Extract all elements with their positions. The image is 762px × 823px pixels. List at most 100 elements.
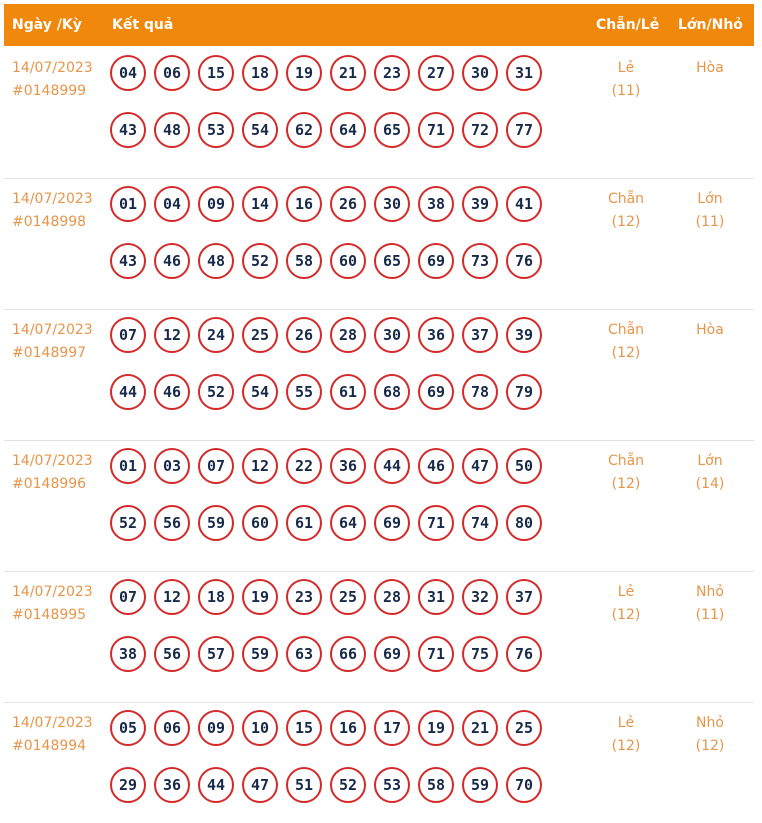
number-ball: 07 [110, 317, 146, 353]
number-ball: 44 [110, 374, 146, 410]
number-ball: 17 [374, 710, 410, 746]
number-ball: 60 [242, 505, 278, 541]
number-ball: 76 [506, 636, 542, 672]
number-ball: 12 [242, 448, 278, 484]
number-ball: 76 [506, 243, 542, 279]
number-ball: 27 [418, 55, 454, 91]
number-ball: 18 [198, 579, 234, 615]
number-ball: 75 [462, 636, 498, 672]
even-odd-cell: Chẵn (12) [586, 450, 666, 496]
big-small-label: Hòa [696, 322, 724, 338]
number-ball: 38 [110, 636, 146, 672]
number-ball: 09 [198, 710, 234, 746]
number-ball: 69 [374, 636, 410, 672]
number-ball: 36 [330, 448, 366, 484]
number-ball: 16 [330, 710, 366, 746]
number-ball: 59 [242, 636, 278, 672]
number-ball: 14 [242, 186, 278, 222]
number-ball: 72 [462, 112, 498, 148]
number-ball: 07 [110, 579, 146, 615]
number-ball: 69 [418, 243, 454, 279]
result-balls: 01 04 09 14 16 26 30 38 39 41 43 46 48 52 58 60 65 69 73 76 [110, 186, 560, 279]
big-small-cell: Lớn (11) [670, 188, 750, 234]
big-small-cell: Hòa [670, 57, 750, 80]
number-ball: 36 [154, 767, 190, 803]
even-odd-label: Lẻ [617, 584, 635, 600]
even-odd-cell: Chẵn (12) [586, 319, 666, 365]
number-ball: 06 [154, 710, 190, 746]
result-balls: 05 06 09 10 15 16 17 19 21 25 29 36 44 47 51 52 53 58 59 70 [110, 710, 560, 803]
draw-id: #0148996 [12, 476, 87, 492]
even-odd-cell: Lẻ (12) [586, 581, 666, 627]
number-ball: 74 [462, 505, 498, 541]
number-ball: 26 [330, 186, 366, 222]
draw-date: 14/07/2023 [12, 60, 93, 76]
number-ball: 59 [198, 505, 234, 541]
even-odd-cell: Chẵn (12) [586, 188, 666, 234]
big-small-count: (14) [695, 476, 725, 492]
number-ball: 30 [462, 55, 498, 91]
number-ball: 37 [506, 579, 542, 615]
number-ball: 46 [418, 448, 454, 484]
number-ball: 25 [330, 579, 366, 615]
even-odd-count: (12) [611, 345, 641, 361]
number-ball: 25 [242, 317, 278, 353]
number-ball: 43 [110, 112, 146, 148]
big-small-cell: Lớn (14) [670, 450, 750, 496]
even-odd-label: Lẻ [617, 715, 635, 731]
number-ball: 80 [506, 505, 542, 541]
header-even-odd: Chẵn/Lẻ [596, 17, 660, 33]
number-ball: 73 [462, 243, 498, 279]
number-ball: 62 [286, 112, 322, 148]
number-ball: 16 [286, 186, 322, 222]
number-ball: 21 [462, 710, 498, 746]
number-ball: 28 [374, 579, 410, 615]
draw-info: 14/07/2023 #0148997 [12, 319, 93, 365]
number-ball: 56 [154, 505, 190, 541]
even-odd-count: (12) [611, 214, 641, 230]
draw-info: 14/07/2023 #0148995 [12, 581, 93, 627]
number-ball: 15 [198, 55, 234, 91]
number-ball: 12 [154, 579, 190, 615]
draw-id: #0148999 [12, 83, 87, 99]
number-ball: 69 [374, 505, 410, 541]
number-ball: 61 [330, 374, 366, 410]
number-ball: 53 [374, 767, 410, 803]
draw-info: 14/07/2023 #0148996 [12, 450, 93, 496]
even-odd-label: Chẵn [607, 191, 645, 207]
number-ball: 78 [462, 374, 498, 410]
table-row: 14/07/2023 #0148999 04 06 15 18 19 21 23 27 30 31 43… [4, 47, 754, 179]
number-ball: 48 [198, 243, 234, 279]
number-ball: 69 [418, 374, 454, 410]
number-ball: 26 [286, 317, 322, 353]
number-ball: 15 [286, 710, 322, 746]
number-ball: 61 [286, 505, 322, 541]
number-ball: 50 [506, 448, 542, 484]
number-ball: 46 [154, 374, 190, 410]
big-small-label: Nhỏ [696, 584, 724, 600]
big-small-count: (12) [695, 738, 725, 754]
table-row: 14/07/2023 #0148997 07 12 24 25 26 28 30 36 37 39 44… [4, 309, 754, 441]
number-ball: 64 [330, 505, 366, 541]
number-ball: 06 [154, 55, 190, 91]
header-big-small: Lớn/Nhỏ [678, 17, 743, 33]
number-ball: 58 [418, 767, 454, 803]
number-ball: 43 [110, 243, 146, 279]
number-ball: 25 [506, 710, 542, 746]
number-ball: 44 [374, 448, 410, 484]
header-result: Kết quả [112, 17, 174, 33]
draw-info: 14/07/2023 #0148998 [12, 188, 93, 234]
number-ball: 01 [110, 186, 146, 222]
number-ball: 54 [242, 374, 278, 410]
table-header: Ngày /Kỳ Kết quả Chẵn/Lẻ Lớn/Nhỏ [4, 4, 754, 46]
result-balls: 07 12 18 19 23 25 28 31 32 37 38 56 57 59 63 66 69 71 75 76 [110, 579, 560, 672]
draw-date: 14/07/2023 [12, 584, 93, 600]
number-ball: 38 [418, 186, 454, 222]
number-ball: 58 [286, 243, 322, 279]
big-small-count: (11) [695, 214, 725, 230]
result-balls: 01 03 07 12 22 36 44 46 47 50 52 56 59 60 61 64 69 71 74 80 [110, 448, 560, 541]
even-odd-label: Chẵn [607, 453, 645, 469]
number-ball: 10 [242, 710, 278, 746]
number-ball: 46 [154, 243, 190, 279]
